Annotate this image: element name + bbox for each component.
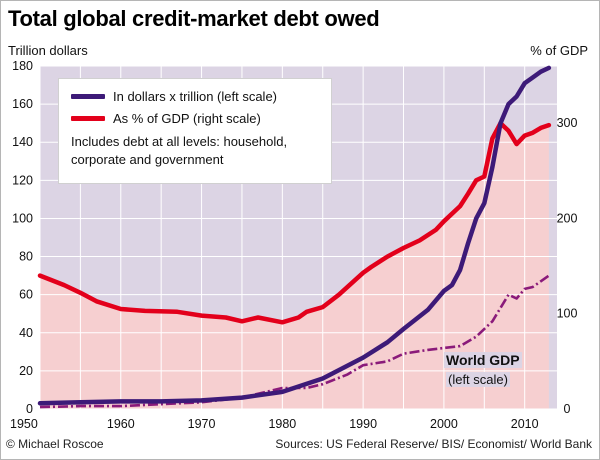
left-tick-label: 60 — [19, 288, 33, 302]
series-line-world-gdp — [39, 274, 550, 409]
left-tick-label: 0 — [26, 402, 33, 416]
left-tick-label: 20 — [19, 364, 33, 378]
left-tick-label: 180 — [12, 59, 33, 73]
left-tick-label: 160 — [12, 97, 33, 111]
gdp-annotation-scale: (left scale) — [446, 372, 510, 387]
legend-label-debt: In dollars x trillion (left scale) — [113, 88, 277, 104]
author-credit: © Michael Roscoe — [6, 437, 104, 451]
chart-title: Total global credit-market debt owed — [8, 6, 380, 31]
gdp-annotation-name: World GDP — [444, 352, 522, 368]
x-tick-label: 1950 — [10, 417, 38, 431]
sources-note: Sources: US Federal Reserve/ BIS/ Econom… — [275, 437, 592, 451]
legend-note: Includes debt at all levels: household, … — [71, 134, 288, 167]
right-axis-unit: % of GDP — [530, 43, 588, 58]
legend-item-pct: As % of GDP (right scale) — [71, 109, 261, 127]
legend-label-pct: As % of GDP (right scale) — [113, 110, 261, 126]
x-tick-label: 2010 — [511, 417, 539, 431]
left-tick-label: 140 — [12, 135, 33, 149]
x-tick-label: 1990 — [349, 417, 377, 431]
x-tick-label: 1980 — [268, 417, 296, 431]
x-tick-label: 1970 — [188, 417, 216, 431]
series-line-debt — [37, 65, 552, 406]
left-tick-label: 40 — [19, 326, 33, 340]
left-tick-label: 80 — [19, 250, 33, 264]
left-tick-label: 100 — [12, 211, 33, 225]
left-tick-label: 120 — [12, 173, 33, 187]
legend-swatch-debt — [71, 93, 105, 99]
left-axis-unit: Trillion dollars — [8, 43, 88, 58]
x-tick-label: 1960 — [107, 417, 135, 431]
right-tick-label: 0 — [564, 402, 571, 416]
right-tick-label: 300 — [557, 116, 578, 130]
right-tick-label: 100 — [557, 307, 578, 321]
legend-box: In dollars x trillion (left scale) As % … — [58, 78, 332, 184]
series-line-pct-gdp — [37, 120, 552, 325]
right-tick-label: 200 — [557, 211, 578, 225]
x-tick-label: 2000 — [430, 417, 458, 431]
legend-item-debt: In dollars x trillion (left scale) — [71, 87, 277, 105]
legend-swatch-pct — [71, 115, 105, 121]
pct-gdp-area — [40, 123, 549, 409]
